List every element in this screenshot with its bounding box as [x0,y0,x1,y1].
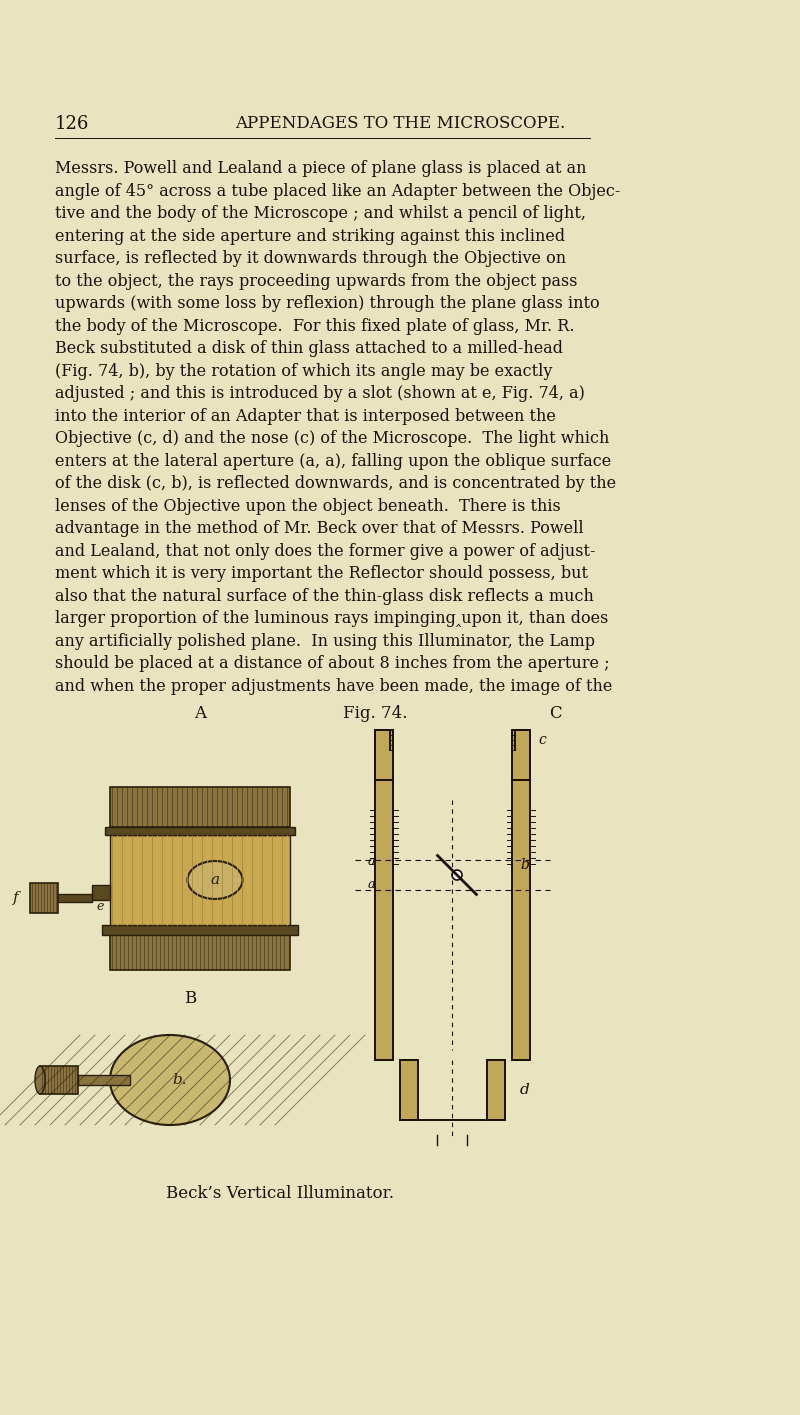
Bar [55,894,92,901]
Text: Fig. 74.: Fig. 74. [342,705,407,722]
Text: advantage in the method of Mr. Beck over that of Messrs. Powell: advantage in the method of Mr. Beck over… [55,519,584,538]
Bar [512,780,530,1060]
Bar [110,787,290,826]
Ellipse shape [187,860,242,899]
Text: and Lealand, that not only does the former give a power of adjust-: and Lealand, that not only does the form… [55,542,595,559]
Text: tive and the body of the Microscope ; and whilst a pencil of light,: tive and the body of the Microscope ; an… [55,205,586,222]
Bar [375,730,393,780]
Text: A: A [194,705,206,722]
Text: entering at the side aperture and striking against this inclined: entering at the side aperture and striki… [55,228,565,245]
Bar [40,1065,78,1094]
Text: C: C [549,705,562,722]
Text: (Fig. 74, b), by the rotation of which its angle may be exactly: (Fig. 74, b), by the rotation of which i… [55,362,552,379]
Text: a: a [367,877,375,891]
Text: 126: 126 [55,115,90,133]
Bar [375,780,393,1060]
Text: b.: b. [173,1073,187,1087]
Text: B: B [184,990,196,1007]
Text: of the disk (c, b), is reflected downwards, and is concentrated by the: of the disk (c, b), is reflected downwar… [55,475,616,492]
Circle shape [452,870,462,880]
Text: f: f [13,891,19,906]
Ellipse shape [35,1065,45,1094]
Text: e: e [96,900,104,913]
Bar [400,1060,418,1121]
Text: larger proportion of the luminous rays impinging‸upon it, than does: larger proportion of the luminous rays i… [55,610,608,627]
Text: c: c [538,733,546,747]
Bar [78,1075,130,1085]
Text: also that the natural surface of the thin-glass disk reflects a much: also that the natural surface of the thi… [55,587,594,604]
Text: adjusted ; and this is introduced by a slot (shown at e, Fig. 74, a): adjusted ; and this is introduced by a s… [55,385,585,402]
Text: lenses of the Objective upon the object beneath.  There is this: lenses of the Objective upon the object … [55,498,561,515]
Bar [512,730,530,780]
Text: to the object, the rays proceeding upwards from the object pass: to the object, the rays proceeding upwar… [55,273,578,290]
Text: into the interior of an Adapter that is interposed between the: into the interior of an Adapter that is … [55,408,556,424]
Text: ment which it is very important the Reflector should possess, but: ment which it is very important the Refl… [55,565,588,582]
Text: Messrs. Powell and Lealand a piece of plane glass is placed at an: Messrs. Powell and Lealand a piece of pl… [55,160,586,177]
Text: d: d [520,1082,530,1097]
Bar [102,925,298,935]
Text: Beck substituted a disk of thin glass attached to a milled-head: Beck substituted a disk of thin glass at… [55,340,563,357]
Text: b: b [520,857,529,872]
Text: enters at the lateral aperture (a, a), falling upon the oblique surface: enters at the lateral aperture (a, a), f… [55,453,611,470]
Text: Beck’s Vertical Illuminator.: Beck’s Vertical Illuminator. [166,1184,394,1201]
Bar [110,835,290,925]
Text: and when the proper adjustments have been made, the image of the: and when the proper adjustments have bee… [55,678,612,695]
Bar [92,884,110,900]
Ellipse shape [110,1034,230,1125]
FancyBboxPatch shape [110,935,290,971]
Text: angle of 45° across a tube placed like an Adapter between the Objec-: angle of 45° across a tube placed like a… [55,183,620,200]
Text: surface, is reflected by it downwards through the Objective on: surface, is reflected by it downwards th… [55,250,566,267]
Text: any artificially polished plane.  In using this Illuminator, the Lamp: any artificially polished plane. In usin… [55,633,595,649]
Text: APPENDAGES TO THE MICROSCOPE.: APPENDAGES TO THE MICROSCOPE. [235,115,565,132]
Text: upwards (with some loss by reflexion) through the plane glass into: upwards (with some loss by reflexion) th… [55,294,600,311]
Bar [30,883,58,913]
Text: a: a [367,855,375,867]
Bar [487,1060,505,1121]
Text: a: a [210,873,219,887]
Text: Objective (c, d) and the nose (c) of the Microscope.  The light which: Objective (c, d) and the nose (c) of the… [55,430,610,447]
Text: the body of the Microscope.  For this fixed plate of glass, Mr. R.: the body of the Microscope. For this fix… [55,317,574,334]
Bar [105,826,295,835]
Text: should be placed at a distance of about 8 inches from the aperture ;: should be placed at a distance of about … [55,655,610,672]
